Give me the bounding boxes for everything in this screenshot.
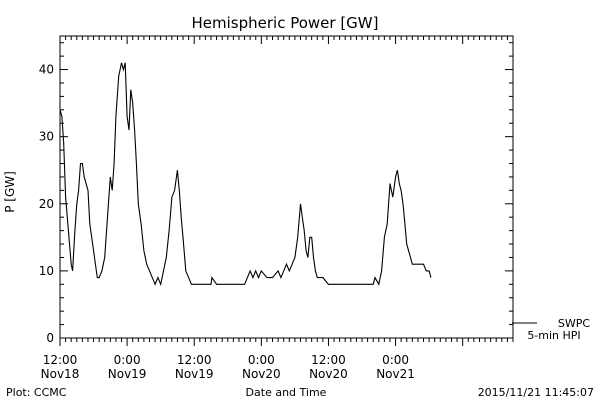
y-tick-label: 10 (39, 264, 54, 278)
x-tick-label-date: Nov18 (41, 367, 80, 381)
x-axis-ticks: 12:00Nov180:00Nov1912:00Nov190:00Nov2012… (41, 36, 514, 381)
y-tick-label: 20 (39, 197, 54, 211)
y-tick-label: 30 (39, 130, 54, 144)
series-line-swpc (59, 62, 432, 287)
x-tick-label-time: 0:00 (382, 353, 409, 367)
footer-plot-credit: Plot: CCMC (6, 386, 67, 399)
x-tick-label-date: Nov20 (309, 367, 348, 381)
x-tick-label-time: 0:00 (114, 353, 141, 367)
y-tick-label: 0 (46, 331, 54, 345)
x-tick-label-date: Nov19 (175, 367, 214, 381)
y-axis-ticks: 0 10 20 30 40 (39, 42, 513, 345)
x-tick-label-date: Nov20 (242, 367, 281, 381)
footer-timestamp: 2015/11/21 11:45:07 (478, 386, 594, 399)
x-tick-label-date: Nov19 (108, 367, 147, 381)
legend-label-hpi: 5-min HPI (527, 329, 580, 342)
x-axis-label: Date and Time (246, 386, 327, 399)
y-axis-label: P [GW] (3, 171, 17, 213)
plot-frame (59, 35, 514, 339)
x-tick-label-time: 12:00 (311, 353, 346, 367)
y-tick-label: 40 (39, 63, 54, 77)
x-tick-label-time: 0:00 (248, 353, 275, 367)
legend: SWPC 5-min HPI (512, 317, 590, 342)
x-tick-label-time: 12:00 (43, 353, 78, 367)
chart-title: Hemispheric Power [GW] (192, 14, 379, 32)
x-tick-label-time: 12:00 (177, 353, 212, 367)
x-tick-label-date: Nov21 (376, 367, 415, 381)
legend-label-swpc: SWPC (558, 317, 590, 330)
